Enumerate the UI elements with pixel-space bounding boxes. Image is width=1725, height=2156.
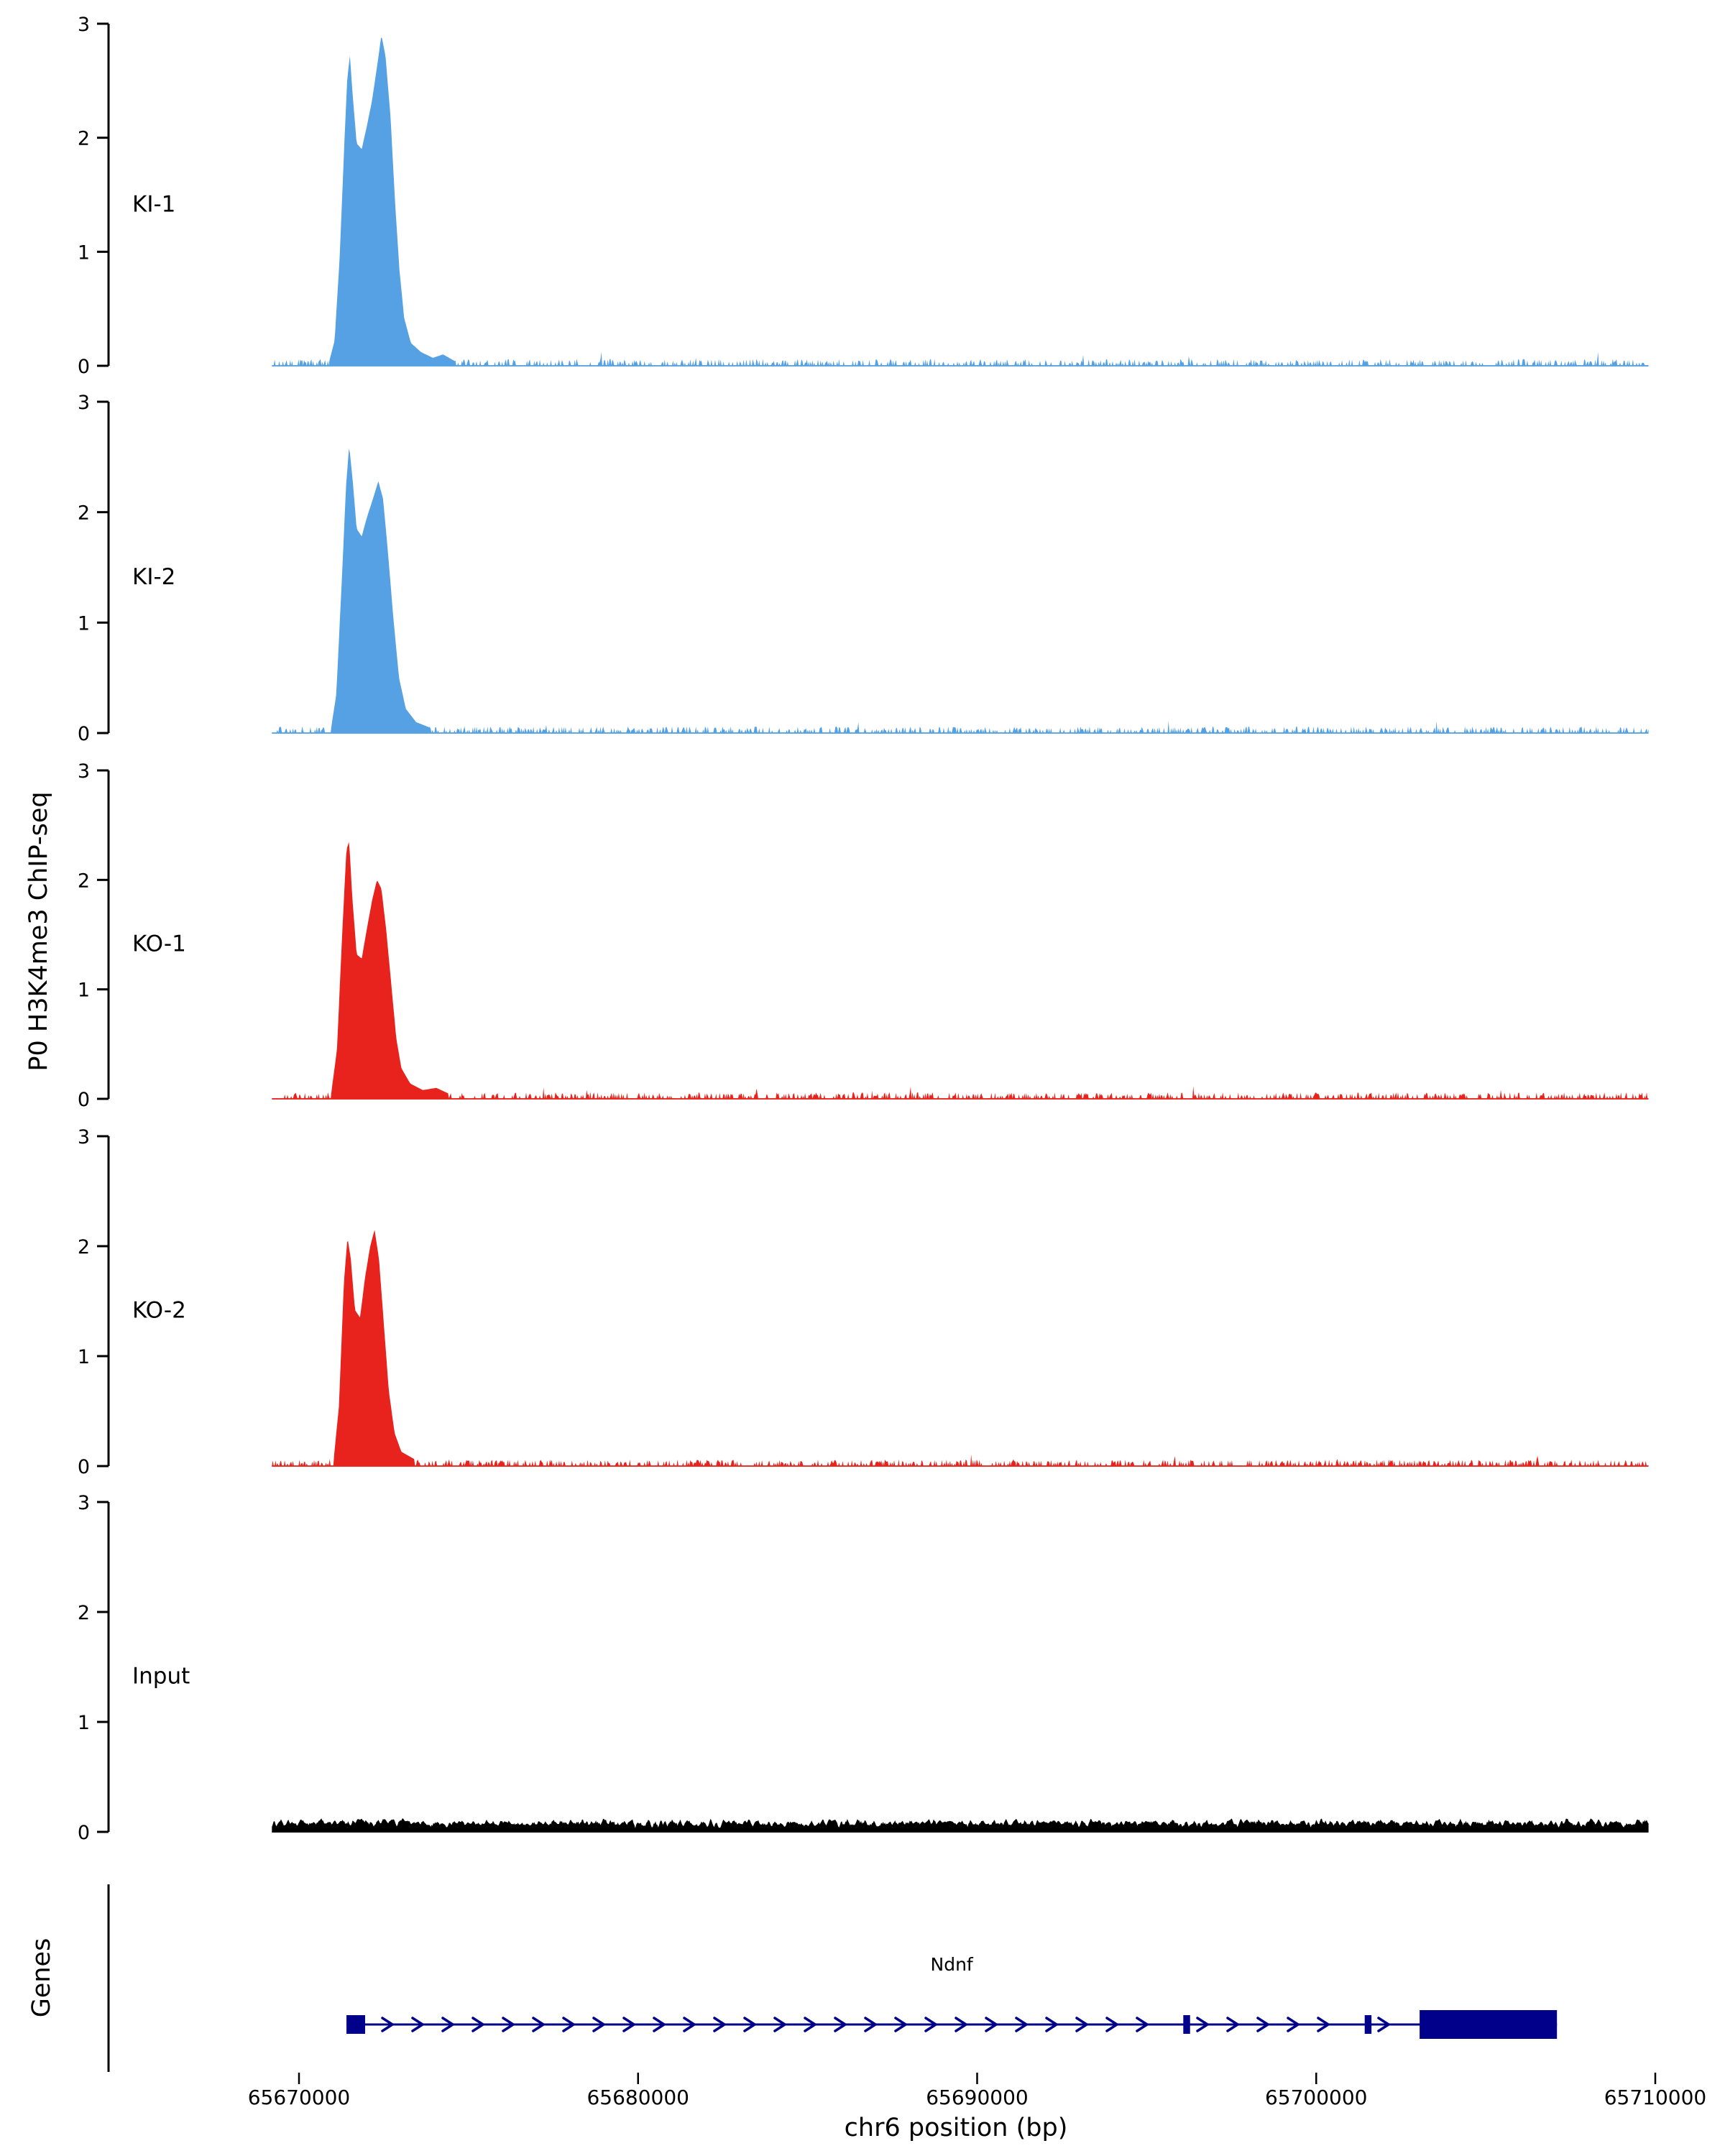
- gene-exon-large: [1420, 2010, 1558, 2039]
- strand-arrow-icon: [1015, 2017, 1028, 2032]
- track-label: KO-2: [132, 1298, 186, 1324]
- strand-arrow-icon: [1045, 2017, 1058, 2032]
- track-ko-2: 0 1 2 3 KO-2: [78, 1126, 1649, 1478]
- track-ko-1: 0 1 2 3 KO-1: [78, 760, 1649, 1111]
- y-tick-label: 0: [78, 356, 90, 378]
- x-tick-label: 65710000: [1604, 2086, 1707, 2109]
- y-tick-label: 1: [78, 241, 90, 264]
- genes-panel: Ndnf: [107, 1884, 1558, 2072]
- y-tick-label: 1: [78, 612, 90, 635]
- strand-arrow-icon: [1256, 2017, 1269, 2032]
- strand-arrow-icon: [1317, 2017, 1330, 2032]
- strand-arrow-icon: [1196, 2017, 1209, 2032]
- x-axis: 65670000 65680000 65690000 65700000 65710000: [248, 2073, 1707, 2109]
- strand-arrow-icon: [502, 2017, 515, 2032]
- y-tick-label: 2: [78, 1602, 90, 1624]
- strand-arrow-icon: [954, 2017, 967, 2032]
- y-tick-label: 0: [78, 1822, 90, 1844]
- strand-arrow-icon: [1136, 2017, 1149, 2032]
- strand-arrow-icon: [1226, 2017, 1239, 2032]
- strand-arrow-icon: [713, 2017, 726, 2032]
- strand-arrow-icon: [622, 2017, 635, 2032]
- track-input: 0 1 2 3 Input: [78, 1492, 1649, 1844]
- strand-arrow-icon: [985, 2017, 998, 2032]
- strand-arrow-icon: [1105, 2017, 1118, 2032]
- strand-arrow-icon: [894, 2017, 907, 2032]
- strand-arrow-icon: [381, 2017, 394, 2032]
- strand-arrow-icon: [804, 2017, 816, 2032]
- gene-exon-small: [346, 2015, 365, 2034]
- y-tick-label: 1: [78, 1712, 90, 1734]
- strand-arrow-icon: [834, 2017, 847, 2032]
- strand-arrow-icon: [411, 2017, 424, 2032]
- x-tick-label: 65670000: [248, 2086, 351, 2109]
- x-axis-title: chr6 position (bp): [844, 2114, 1068, 2142]
- y-tick-label: 3: [78, 392, 90, 414]
- strand-arrow-icon: [1377, 2017, 1390, 2032]
- strand-arrow-icon: [472, 2017, 484, 2032]
- strand-arrow-icon: [562, 2017, 575, 2032]
- y-tick-label: 0: [78, 723, 90, 745]
- x-tick-label: 65700000: [1265, 2086, 1368, 2109]
- y-tick-label: 3: [78, 14, 90, 36]
- genes-panel-title: Genes: [27, 1938, 56, 2018]
- y-tick-label: 2: [78, 870, 90, 892]
- track-label: KI-1: [132, 192, 175, 218]
- strand-arrow-icon: [864, 2017, 877, 2032]
- x-tick-label: 65690000: [926, 2086, 1029, 2109]
- y-tick-label: 3: [78, 1126, 90, 1148]
- track-ki-1: 0 1 2 3 KI-1: [78, 14, 1649, 378]
- y-tick-label: 2: [78, 502, 90, 525]
- strand-arrow-icon: [653, 2017, 666, 2032]
- y-tick-label: 2: [78, 1236, 90, 1258]
- gene-exon-small: [1183, 2015, 1190, 2034]
- track-ki-1-signal-area: [272, 37, 1649, 366]
- track-ki-2-signal-area: [272, 448, 1649, 733]
- strand-arrow-icon: [532, 2017, 545, 2032]
- x-tick-label: 65680000: [586, 2086, 689, 2109]
- track-label: Input: [132, 1664, 190, 1690]
- gene-exon-small: [1364, 2015, 1372, 2034]
- track-label: KI-2: [132, 564, 175, 590]
- strand-arrow-icon: [1287, 2017, 1300, 2032]
- y-tick-label: 3: [78, 760, 90, 783]
- y-axis-title: P0 H3K4me3 ChIP-seq: [24, 791, 53, 1072]
- track-ko-2-signal-area: [272, 1230, 1649, 1466]
- track-ko-1-signal-area: [272, 842, 1649, 1099]
- gene-name-label: Ndnf: [931, 1954, 974, 1975]
- y-tick-label: 3: [78, 1492, 90, 1514]
- track-input-signal-area: [272, 1818, 1649, 1832]
- strand-arrow-icon: [441, 2017, 454, 2032]
- strand-arrow-icon: [773, 2017, 786, 2032]
- strand-arrow-icon: [743, 2017, 756, 2032]
- y-tick-label: 0: [78, 1089, 90, 1111]
- strand-arrow-icon: [1075, 2017, 1088, 2032]
- y-tick-label: 0: [78, 1456, 90, 1478]
- y-tick-label: 1: [78, 980, 90, 1002]
- track-label: KO-1: [132, 931, 186, 957]
- strand-arrow-icon: [592, 2017, 605, 2032]
- y-tick-label: 2: [78, 128, 90, 150]
- track-ki-2: 0 1 2 3 KI-2: [78, 392, 1649, 745]
- strand-arrow-icon: [924, 2017, 937, 2032]
- y-tick-label: 1: [78, 1346, 90, 1368]
- strand-arrow-icon: [683, 2017, 696, 2032]
